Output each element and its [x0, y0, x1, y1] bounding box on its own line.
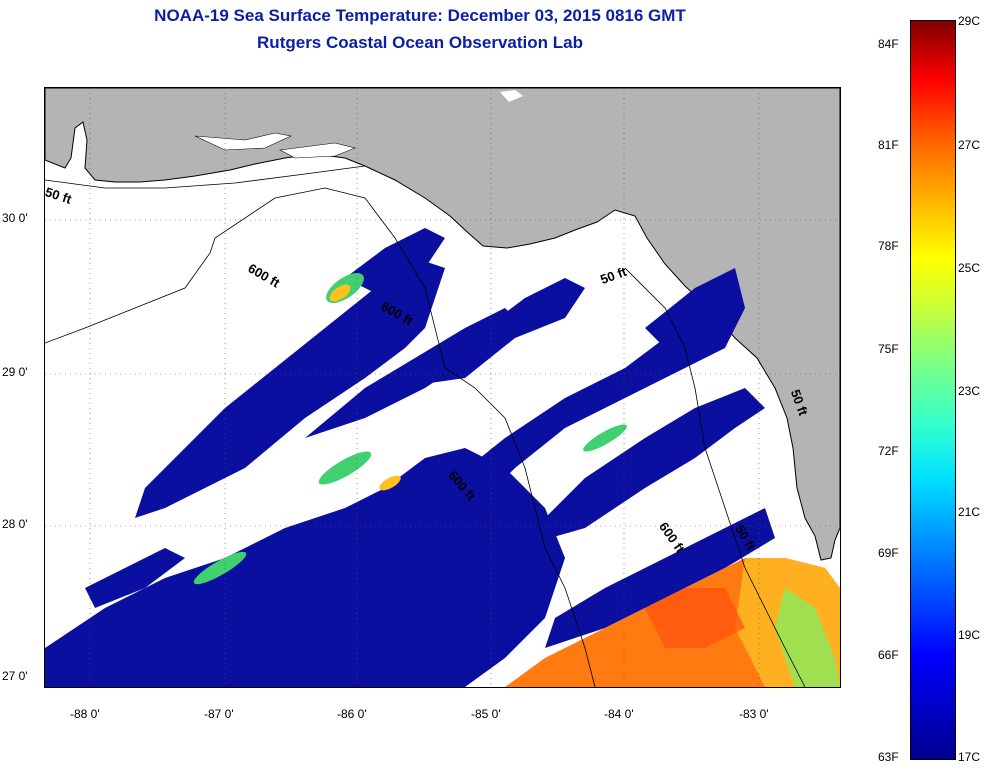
- colorbar-label-23c: 23C: [958, 384, 981, 398]
- colorbar-label-29c: 29C: [958, 14, 981, 28]
- lat-tick-30: 30 0': [2, 211, 28, 225]
- colorbar-label-17c: 17C: [958, 750, 981, 764]
- temperature-colorbar: [910, 20, 956, 760]
- lon-tick-88: -88 0': [70, 707, 100, 721]
- lon-tick-85: -85 0': [471, 707, 501, 721]
- colorbar-label-75f: 75F: [878, 342, 899, 356]
- colorbar-label-69f: 69F: [878, 546, 899, 560]
- colorbar-label-72f: 72F: [878, 444, 899, 458]
- land-mass: [45, 88, 840, 561]
- lon-tick-86: -86 0': [337, 707, 367, 721]
- colorbar-label-19c: 19C: [958, 628, 981, 642]
- colorbar-label-27c: 27C: [958, 138, 981, 152]
- lat-tick-28: 28 0': [2, 517, 28, 531]
- sst-map: [44, 87, 841, 688]
- colorbar-label-25c: 25C: [958, 261, 981, 275]
- sst-map-canvas: [45, 88, 840, 687]
- colorbar-label-84f: 84F: [878, 37, 899, 51]
- lat-tick-29: 29 0': [2, 365, 28, 379]
- map-title: NOAA-19 Sea Surface Temperature: Decembe…: [154, 6, 686, 25]
- colorbar-label-78f: 78F: [878, 239, 899, 253]
- colorbar-label-21c: 21C: [958, 505, 981, 519]
- map-subtitle: Rutgers Coastal Ocean Observation Lab: [257, 33, 583, 52]
- colorbar-label-63f: 63F: [878, 750, 899, 764]
- lon-tick-83: -83 0': [739, 707, 769, 721]
- colorbar-label-81f: 81F: [878, 138, 899, 152]
- lon-tick-84: -84 0': [604, 707, 634, 721]
- lon-tick-87: -87 0': [204, 707, 234, 721]
- lat-tick-27: 27 0': [2, 669, 28, 683]
- colorbar-label-66f: 66F: [878, 648, 899, 662]
